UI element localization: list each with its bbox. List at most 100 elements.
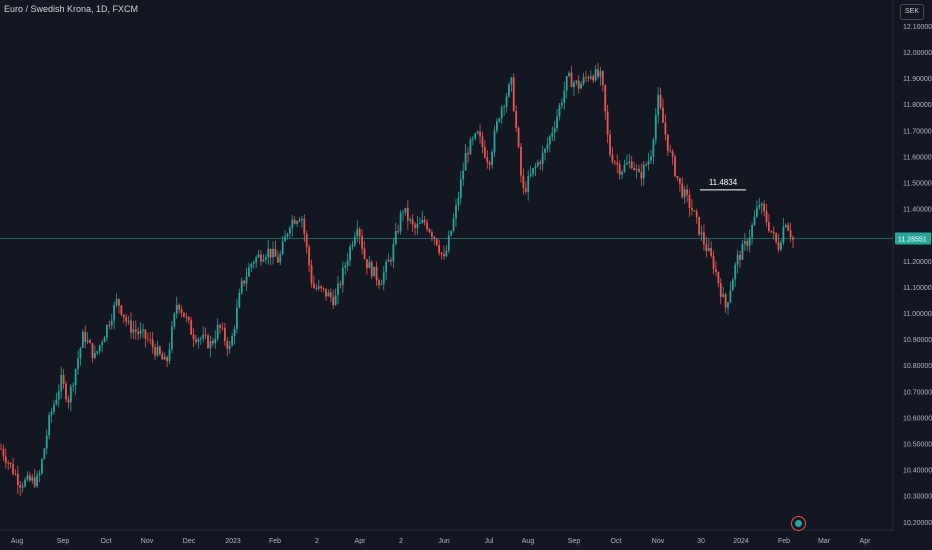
candle-body bbox=[433, 236, 436, 239]
candle-body bbox=[284, 236, 286, 242]
candle-body bbox=[339, 283, 342, 285]
candle-body bbox=[669, 150, 672, 152]
candle-body bbox=[686, 189, 688, 195]
candle-body bbox=[288, 227, 291, 234]
candle-body bbox=[223, 327, 226, 342]
candle-body bbox=[216, 324, 219, 339]
candle-body bbox=[758, 205, 761, 208]
candle-body bbox=[551, 132, 554, 137]
candle-body bbox=[548, 136, 551, 145]
candle-body bbox=[89, 340, 91, 344]
candle-body bbox=[378, 280, 380, 286]
candle-body bbox=[293, 219, 296, 224]
candle-body bbox=[137, 331, 140, 334]
x-tick-label: 2024 bbox=[733, 538, 749, 545]
candle-body bbox=[633, 168, 636, 171]
candle-body bbox=[72, 385, 75, 387]
candle-body bbox=[397, 231, 400, 232]
candle-body bbox=[286, 233, 289, 237]
candle-body bbox=[298, 220, 301, 222]
event-marker-icon[interactable] bbox=[791, 516, 806, 531]
x-tick-label: Oct bbox=[101, 538, 112, 545]
candle-body bbox=[209, 340, 212, 348]
candle-body bbox=[197, 339, 200, 343]
candle-body bbox=[211, 340, 214, 344]
candle-body bbox=[719, 283, 722, 297]
candle-body bbox=[753, 216, 756, 225]
candle-body bbox=[546, 144, 549, 150]
x-tick-label: Nov bbox=[141, 538, 154, 545]
candle-body bbox=[334, 295, 337, 305]
candle-body bbox=[65, 383, 67, 400]
candle-body bbox=[573, 82, 575, 88]
candle-body bbox=[474, 133, 477, 139]
candle-body bbox=[255, 257, 258, 263]
candle-body bbox=[96, 351, 99, 353]
candle-body bbox=[132, 329, 135, 333]
y-tick-label: 12.00000 bbox=[903, 50, 932, 57]
candle-body bbox=[101, 342, 104, 346]
candle-body bbox=[125, 317, 128, 322]
candle-body bbox=[582, 77, 585, 84]
candle-body bbox=[455, 205, 457, 219]
candle-body bbox=[41, 459, 43, 474]
candle-body bbox=[233, 328, 236, 337]
candle-body bbox=[500, 107, 503, 119]
candle-body bbox=[60, 375, 63, 392]
candle-body bbox=[14, 473, 17, 475]
candle-body bbox=[260, 254, 262, 262]
y-tick-label: 12.10000 bbox=[903, 24, 932, 31]
candle-body bbox=[630, 161, 633, 169]
candle-body bbox=[84, 331, 87, 342]
candle-body bbox=[344, 265, 347, 268]
x-tick-label: 2 bbox=[315, 538, 319, 545]
candle-body bbox=[392, 243, 395, 262]
candle-body bbox=[486, 157, 489, 163]
x-tick-label: Sep bbox=[568, 538, 581, 545]
candle-body bbox=[130, 320, 132, 333]
x-tick-label: 30 bbox=[697, 538, 705, 545]
candle-body bbox=[77, 358, 79, 370]
candle-body bbox=[524, 188, 527, 192]
annotation-label: 11.4834 bbox=[709, 178, 738, 187]
y-tick-label: 10.20000 bbox=[903, 520, 932, 527]
candle-body bbox=[38, 473, 41, 476]
candle-body bbox=[190, 320, 193, 335]
candle-body bbox=[185, 316, 188, 318]
y-tick-label: 11.10000 bbox=[903, 285, 932, 292]
candle-body bbox=[349, 246, 351, 261]
x-tick-label: Feb bbox=[778, 538, 790, 545]
y-tick-label: 10.50000 bbox=[903, 442, 932, 449]
candle-body bbox=[488, 162, 491, 165]
candle-body bbox=[599, 71, 602, 77]
candle-body bbox=[7, 462, 10, 464]
candle-body bbox=[464, 153, 467, 171]
candle-body bbox=[127, 320, 130, 322]
candle-body bbox=[666, 134, 669, 151]
candle-body bbox=[748, 237, 751, 246]
currency-badge[interactable]: SEK bbox=[900, 4, 924, 20]
candle-body bbox=[618, 164, 621, 175]
candle-body bbox=[476, 131, 479, 134]
candle-body bbox=[580, 83, 583, 89]
candle-body bbox=[195, 339, 197, 343]
candle-body bbox=[411, 219, 414, 225]
candle-body bbox=[443, 254, 445, 257]
candle-body bbox=[142, 329, 144, 331]
candle-body bbox=[664, 122, 667, 135]
candle-body bbox=[45, 435, 48, 449]
candle-body bbox=[418, 222, 421, 224]
candle-body bbox=[662, 107, 664, 123]
x-tick-label: Feb bbox=[269, 538, 281, 545]
candle-body bbox=[483, 146, 486, 158]
candle-body bbox=[173, 313, 176, 327]
candle-body bbox=[2, 448, 5, 457]
x-tick-label: Dec bbox=[183, 538, 196, 545]
candle-body bbox=[276, 256, 279, 263]
candle-body bbox=[62, 375, 65, 384]
candle-body bbox=[406, 207, 409, 221]
candle-body bbox=[688, 194, 691, 208]
candle-body bbox=[296, 221, 298, 224]
candle-body bbox=[508, 84, 510, 97]
